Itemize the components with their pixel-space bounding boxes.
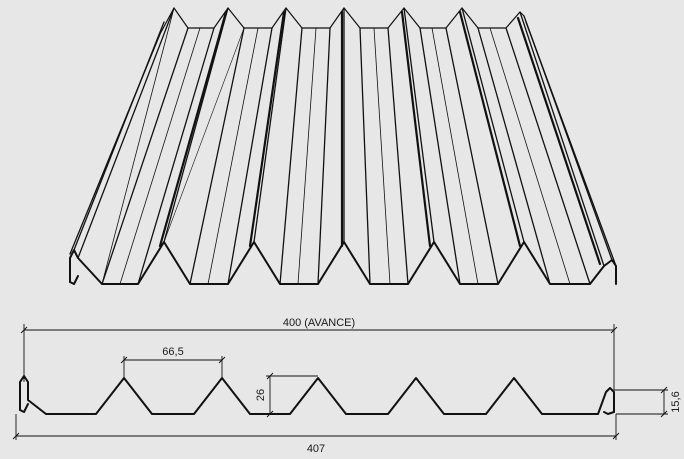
label-edge-height: 15,6: [670, 391, 682, 412]
sheet-front-edge: [69, 241, 617, 285]
sheet-face-lines: [101, 7, 571, 285]
dimension-labels: 400 (AVANCE) 407 66,5 26 15,6: [162, 317, 682, 455]
label-rib-pitch: 66,5: [162, 346, 183, 358]
section-profile: [19, 375, 615, 415]
label-rib-height: 26: [255, 389, 267, 401]
label-cover-width: 400 (AVANCE): [283, 317, 355, 329]
sheet-ridges: [69, 7, 617, 285]
label-total-width: 407: [307, 443, 325, 455]
dimension-lines: [12, 324, 668, 440]
sheet-cross-section: [19, 375, 615, 415]
sheet-3d-view: [69, 7, 617, 285]
